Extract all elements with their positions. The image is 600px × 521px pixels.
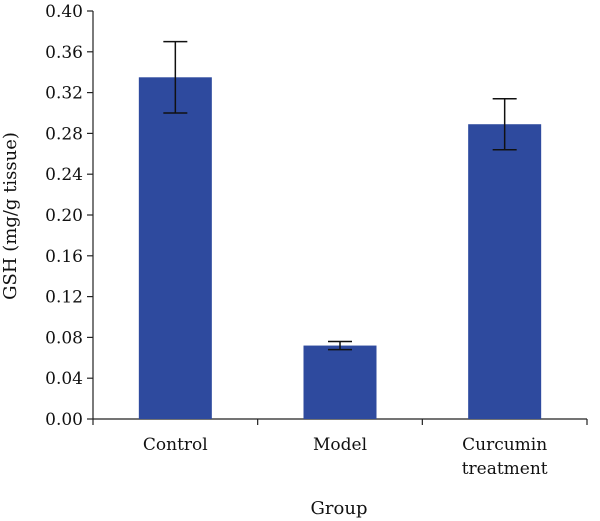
y-tick-label: 0.28 (45, 124, 83, 144)
bar (303, 345, 377, 419)
x-axis-title: Group (311, 498, 368, 519)
y-tick-label: 0.04 (45, 369, 83, 389)
y-tick-label: 0.20 (45, 206, 83, 226)
y-tick-label: 0.36 (45, 43, 83, 63)
plot-area: 0.00 0.04 0.08 0.12 0.16 0.20 0.24 0.28 0.32 0.36… (45, 2, 588, 479)
bar (468, 124, 542, 419)
bar (138, 77, 212, 420)
y-tick-label: 0.08 (45, 328, 83, 348)
y-tick-label: 0.24 (45, 165, 83, 185)
y-tick-label: 0.16 (45, 247, 83, 267)
y-tick-label: 0.00 (45, 410, 83, 430)
x-tick-label: Model (313, 435, 367, 455)
x-tick-label-line: Model (313, 435, 367, 455)
y-tick-label: 0.32 (45, 84, 83, 104)
x-tick-label-line: treatment (462, 459, 548, 479)
y-axis-title: GSH (mg/g tissue) (0, 132, 21, 300)
x-tick-label: Control (143, 435, 208, 455)
x-tick-label: Curcumin treatment (462, 435, 548, 479)
y-tick-label: 0.12 (45, 288, 83, 308)
x-tick-label-line: Control (143, 435, 208, 455)
x-tick-label-line: Curcumin (462, 435, 547, 455)
y-tick-label: 0.40 (45, 2, 83, 22)
